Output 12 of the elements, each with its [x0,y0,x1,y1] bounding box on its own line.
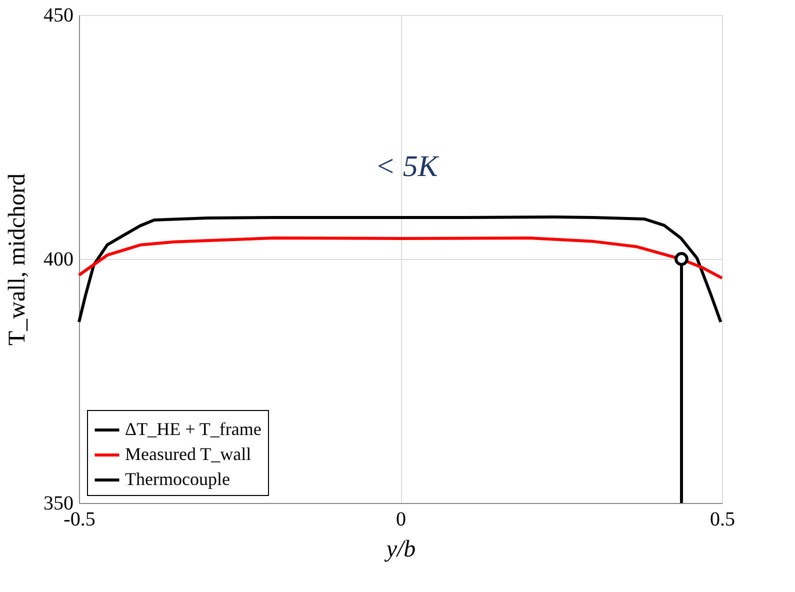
y-tick-label: 450 [44,4,74,26]
annotation: < 5K [375,150,440,183]
legend-label: ΔT_HE + T_frame [125,419,262,439]
line-series [78,236,724,280]
y-tick-label: 400 [44,248,74,270]
y-axis-title: T_wall, midchord [4,174,30,346]
x-tick-label: 0 [396,508,406,530]
legend-label: Measured T_wall [125,444,252,464]
x-axis-title: y/b [384,536,416,562]
x-tick-label: 0.5 [710,508,735,530]
legend-label: Thermocouple [125,469,230,489]
line-series [78,216,722,324]
